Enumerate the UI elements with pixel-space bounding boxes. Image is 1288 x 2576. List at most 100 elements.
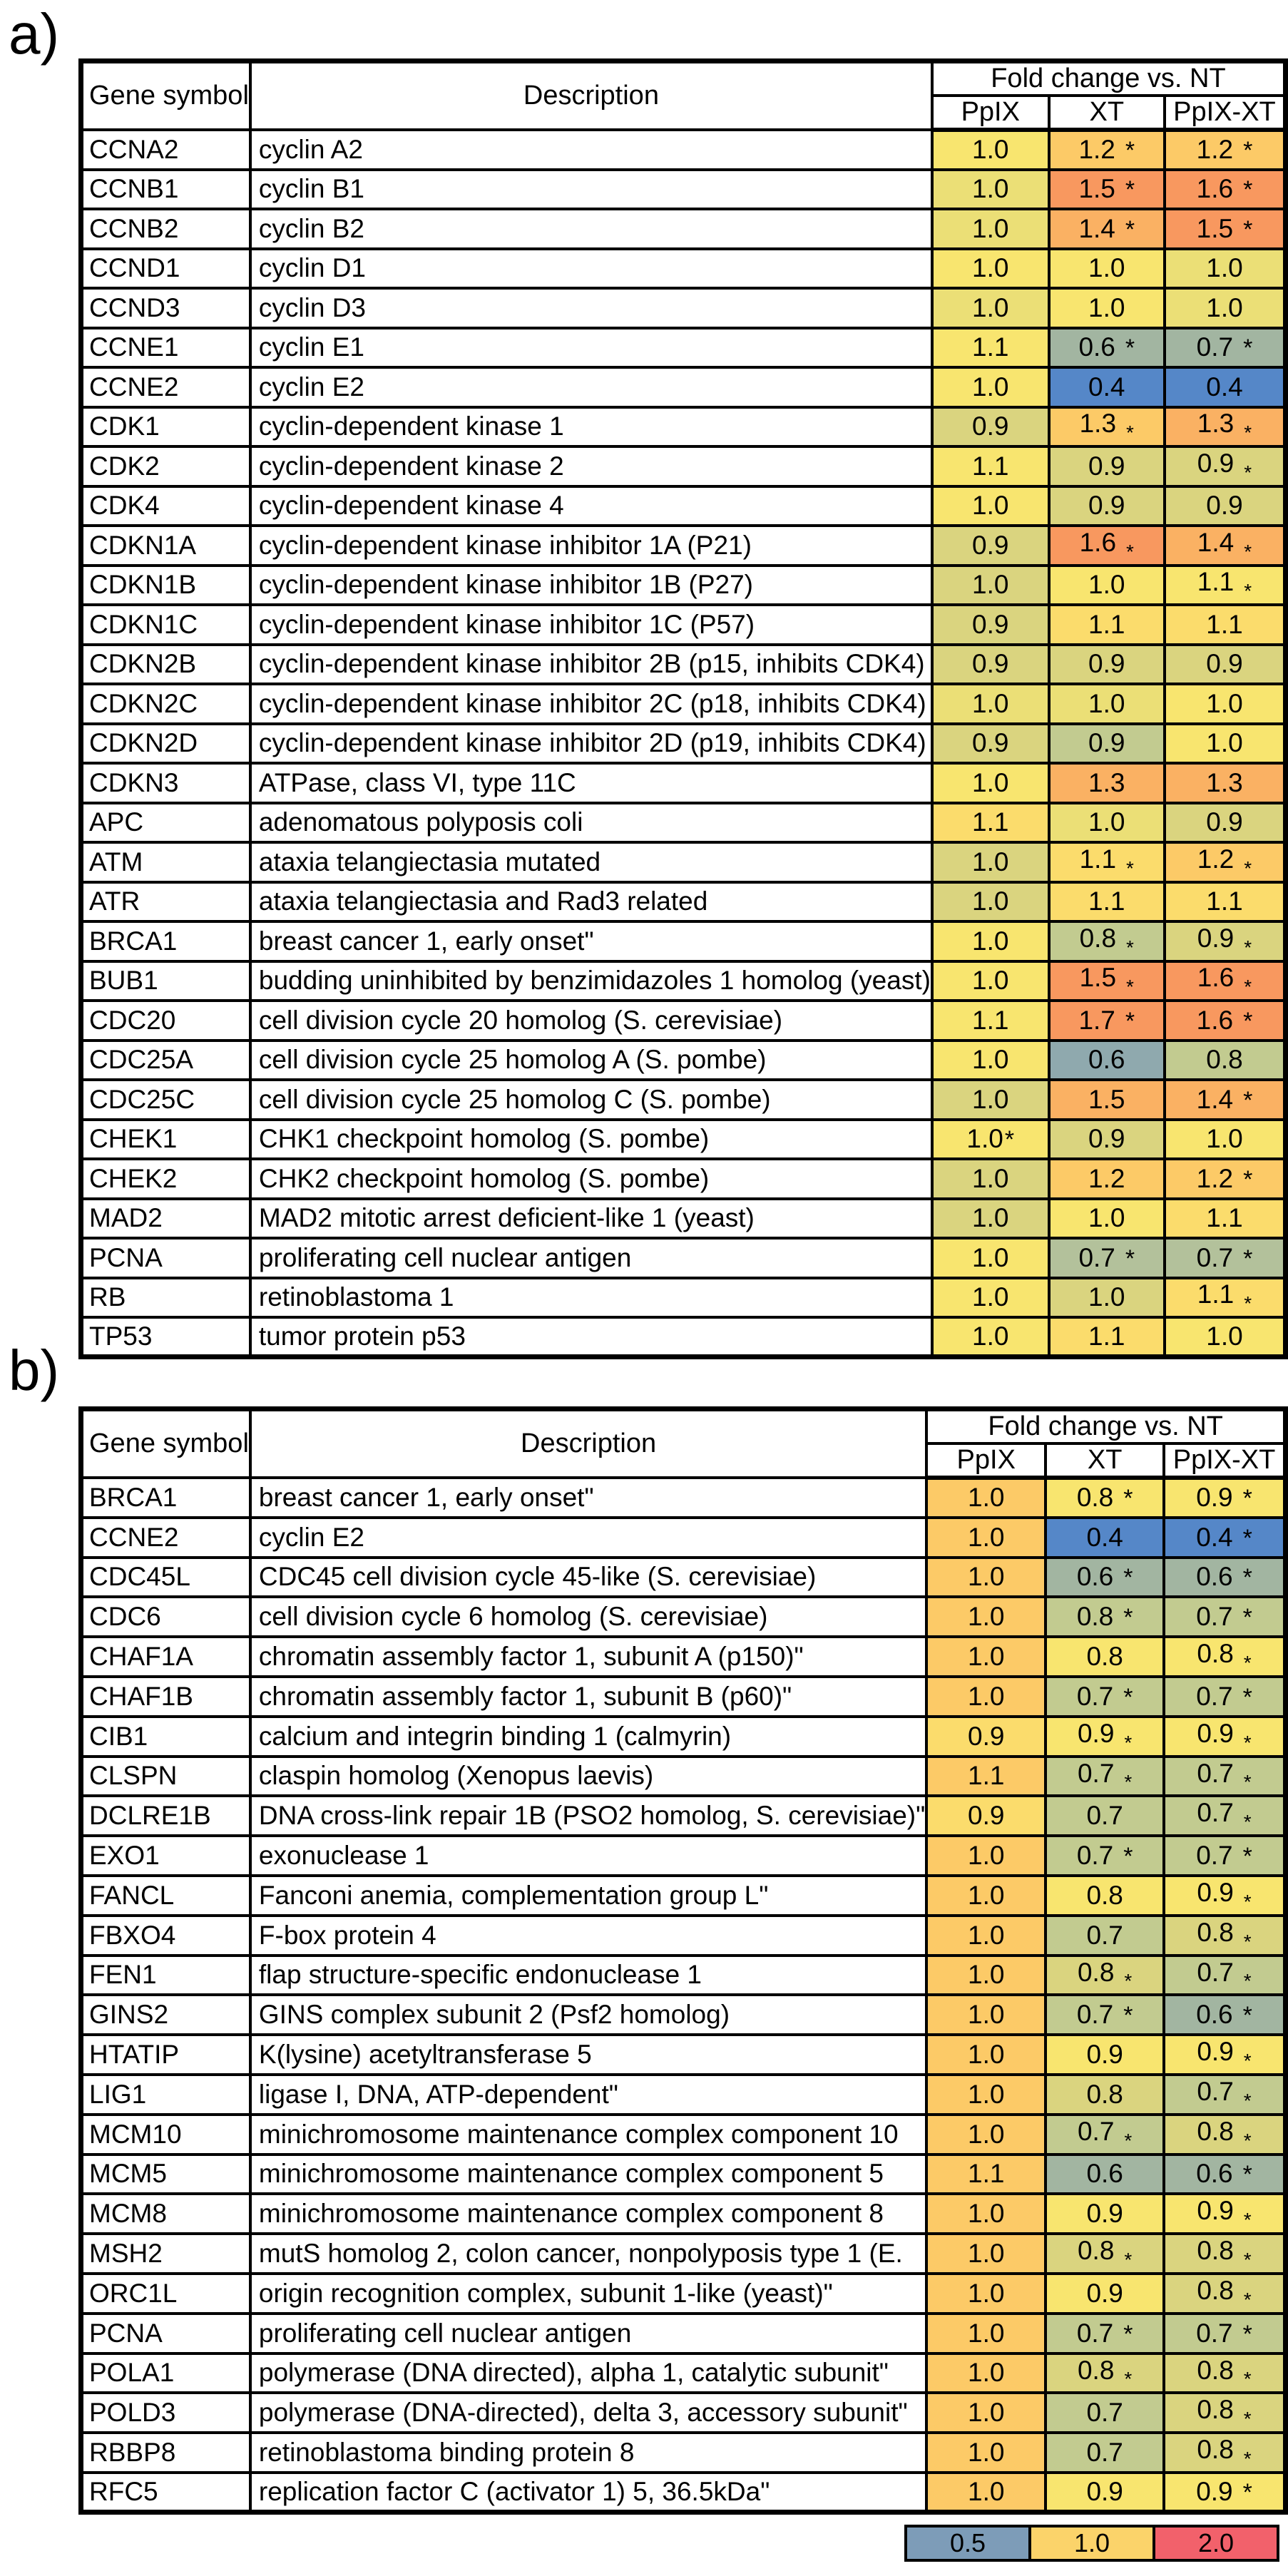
fold-change-cell: 0.9 * [1162,1714,1287,1758]
fold-change-value: 1.0 [968,2358,1005,2388]
gene-symbol-cell: RFC5 [79,2470,252,2514]
fold-change-cell: 1.0 [925,1595,1048,1639]
fold-change-cell: 0.9 * [1162,2470,1287,2514]
significance-star: * [1243,2129,1252,2152]
fold-change-cell: 1.0 [925,1516,1048,1559]
fold-change-cell: 1.1 [1162,1197,1287,1240]
description-cell: cyclin-dependent kinase inhibitor 1B (P2… [248,563,934,606]
fold-change-cell: 0.9 * [1162,2033,1287,2076]
gene-symbol-cell: POLD3 [79,2391,252,2435]
description-cell: cyclin E2 [248,1516,929,1559]
fold-change-value: 0.9 [1088,649,1125,679]
fold-change-cell: 1.0 [925,1834,1048,1877]
significance-star: * [1242,1604,1252,1632]
table-row: GINS2 GINS complex subunit 2 (Psf2 homolo… [79,1993,1287,2037]
gene-symbol-cell: MSH2 [79,2232,252,2275]
fold-change-cell: 1.2 * [1162,128,1287,171]
fold-change-cell: 0.8 [1162,1038,1287,1081]
fold-change-value: 1.0 [966,1124,1003,1154]
significance-star: * [1242,1843,1252,1871]
description-cell: origin recognition complex, subunit 1-li… [248,2271,929,2315]
col-header-ppix: PpIX [930,94,1051,132]
significance-star: * [1243,2209,1252,2232]
fold-change-cell: 1.0 [1047,1197,1166,1240]
gene-symbol-cell: MAD2 [79,1197,252,1240]
fold-change-value: 1.2 [1197,844,1235,874]
fold-change-cell: 0.9 * [1162,1476,1287,1519]
description-cell: flap structure-specific endonuclease 1 [248,1953,929,1997]
gene-symbol-cell: CDK2 [79,445,252,488]
fold-change-value: 1.0 [972,491,1009,521]
fold-change-value: 0.7 [1197,1758,1234,1788]
table-row: CDKN2B cyclin-dependent kinase inhibitor … [79,643,1287,685]
fold-change-cell: 1.0 [930,841,1051,884]
table-row: CCND1 cyclin D1 1.0 1.0 1.0 [79,247,1287,290]
fold-change-cell: 1.1 [925,2152,1048,2196]
fold-change-cell: 1.0 [925,2033,1048,2076]
fold-change-value: 0.9 [1077,1718,1115,1748]
fold-change-cell: 1.0 [930,484,1051,527]
fold-change-value: 1.0 [968,2040,1005,2070]
significance-star: * [1243,1890,1252,1913]
fold-change-cell: 1.0 [930,128,1051,171]
fold-change-value: 1.0 [1206,292,1243,322]
fold-change-cell: 1.0 [925,1874,1048,1917]
fold-change-cell: 1.0 [925,1635,1048,1678]
description-cell: F-box protein 4 [248,1913,929,1957]
fold-change-value: 1.6 [1196,1005,1234,1035]
fold-change-value: 1.0 [1206,1124,1243,1154]
gene-symbol-cell: CDKN2D [79,722,252,765]
fold-change-value: 1.0 [972,767,1009,797]
description-cell: cyclin D3 [248,287,934,329]
significance-star: * [1243,2368,1252,2391]
fold-change-cell: 1.0 [925,1953,1048,1997]
description-cell: cyclin E1 [248,326,934,369]
fold-change-cell: 0.9 [1044,2271,1166,2315]
gene-symbol-cell: CDKN1B [79,563,252,606]
significance-star: * [1243,2049,1252,2072]
fold-change-value: 0.4 [1088,372,1125,402]
description-cell: cyclin A2 [248,128,934,171]
fold-change-cell: 1.0 [925,2072,1048,2116]
fold-change-cell: 1.0 [930,1157,1051,1200]
fold-change-cell: 1.0 [930,168,1051,210]
fold-change-value: 1.1 [1079,844,1117,874]
description-cell: minichromosome maintenance complex compo… [248,2192,929,2236]
significance-star: * [1243,1771,1252,1794]
gene-symbol-cell: CHEK1 [79,1118,252,1160]
fold-change-value: 1.0 [972,135,1009,165]
fold-change-value: 1.0 [1206,728,1243,758]
table-row: CHEK1 CHK1 checkpoint homolog (S. pombe) 1… [79,1118,1287,1160]
fold-change-cell: 0.8 * [1047,920,1166,963]
fold-change-value: 1.0 [968,2239,1005,2269]
fold-change-cell: 0.9 [925,1794,1048,1838]
fold-change-value: 0.8 [1197,2275,1234,2305]
fold-change-cell: 1.0 [1162,683,1287,725]
significance-star: * [1244,976,1252,998]
fold-change-value: 1.0 [972,372,1009,402]
table-row: FANCL Fanconi anemia, complementation gro… [79,1874,1287,1917]
description-cell: ataxia telangiectasia and Rad3 related [248,880,934,923]
fold-change-cell: 1.0 [930,287,1051,329]
fold-change-cell: 1.1 [930,326,1051,369]
description-cell: CHK2 checkpoint homolog (S. pombe) [248,1157,934,1200]
fold-change-cell: 0.9 [930,603,1051,646]
gene-symbol-cell: CDC45L [79,1555,252,1599]
fold-change-value: 0.9 [1088,1124,1125,1154]
gene-symbol-cell: BRCA1 [79,920,252,963]
fold-change-cell: 0.9 [1162,801,1287,844]
gene-symbol-cell: CDC6 [79,1595,252,1639]
fold-change-value: 1.0 [972,253,1009,283]
fold-change-value: 1.5 [1079,963,1117,993]
fold-change-value: 0.7 [1196,332,1234,362]
fold-change-cell: 0.8 * [1162,1635,1287,1678]
fold-change-cell: 1.0 [1162,1118,1287,1160]
gene-symbol-cell: FBXO4 [79,1913,252,1957]
table-row: RB retinoblastoma 1 1.0 1.0 1.1 * [79,1276,1287,1319]
fold-change-cell: 1.0 [925,2112,1048,2156]
fold-change-value: 0.8 [1077,2355,1115,2385]
table-row: MCM5 minichromosome maintenance complex c… [79,2152,1287,2196]
fold-change-value: 1.0 [972,688,1009,718]
fold-change-value: 0.7 [1076,1841,1114,1871]
fold-change-cell: 1.1 [1047,1316,1166,1359]
